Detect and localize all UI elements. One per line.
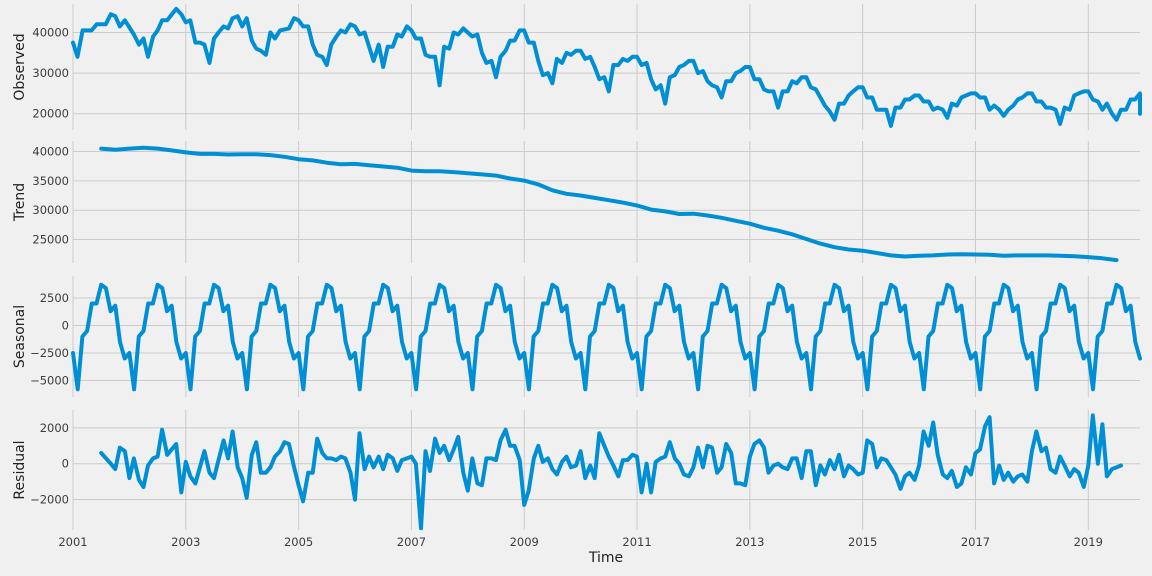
x-tick-label: 2005 xyxy=(284,535,313,549)
y-tick-label: −5000 xyxy=(30,374,69,388)
x-tick-label: 2011 xyxy=(622,535,651,549)
y-tick-label: 35000 xyxy=(32,174,69,188)
y-tick-label: 0 xyxy=(62,319,69,333)
trend-line xyxy=(99,145,1119,263)
x-tick-label: 2007 xyxy=(397,535,426,549)
y-tick-label: 30000 xyxy=(32,203,69,217)
trend-axis-label: Trend xyxy=(12,183,28,222)
residual-panel: −2000 0 2000 Residual xyxy=(12,410,1140,531)
y-tick-label: 0 xyxy=(62,457,69,471)
x-axis-label: Time xyxy=(588,550,623,566)
x-tick-label: 2017 xyxy=(961,535,990,549)
y-tick-label: −2500 xyxy=(30,346,69,360)
y-tick-label: 2500 xyxy=(40,291,69,305)
y-tick-label: 2000 xyxy=(40,421,69,435)
x-tick-label: 2015 xyxy=(848,535,877,549)
y-tick-label: −2000 xyxy=(30,493,69,507)
residual-axis-label: Residual xyxy=(12,440,28,499)
x-tick-label: 2009 xyxy=(510,535,539,549)
y-tick-label: 25000 xyxy=(32,233,69,247)
observed-panel: 20000 30000 40000 Observed xyxy=(12,4,1142,130)
trend-panel: 25000 30000 35000 40000 Trend xyxy=(12,141,1140,263)
seasonal-line xyxy=(71,282,1142,392)
residual-line xyxy=(99,413,1123,531)
y-tick-label: 40000 xyxy=(32,25,69,39)
seasonal-panel: −5000 −2500 0 2500 Seasonal xyxy=(12,276,1142,397)
x-tick-label: 2013 xyxy=(735,535,764,549)
x-tick-label: 2019 xyxy=(1074,535,1103,549)
seasonal-axis-label: Seasonal xyxy=(12,305,28,368)
y-tick-label: 20000 xyxy=(32,107,69,121)
y-tick-label: 30000 xyxy=(32,66,69,80)
observed-axis-label: Observed xyxy=(12,33,28,100)
panels: 200003000040000Observed25000300003500040… xyxy=(12,4,1142,549)
x-tick-label: 2003 xyxy=(171,535,200,549)
x-tick-label: 2001 xyxy=(58,535,87,549)
y-tick-label: 40000 xyxy=(32,145,69,159)
observed-line xyxy=(71,6,1142,128)
